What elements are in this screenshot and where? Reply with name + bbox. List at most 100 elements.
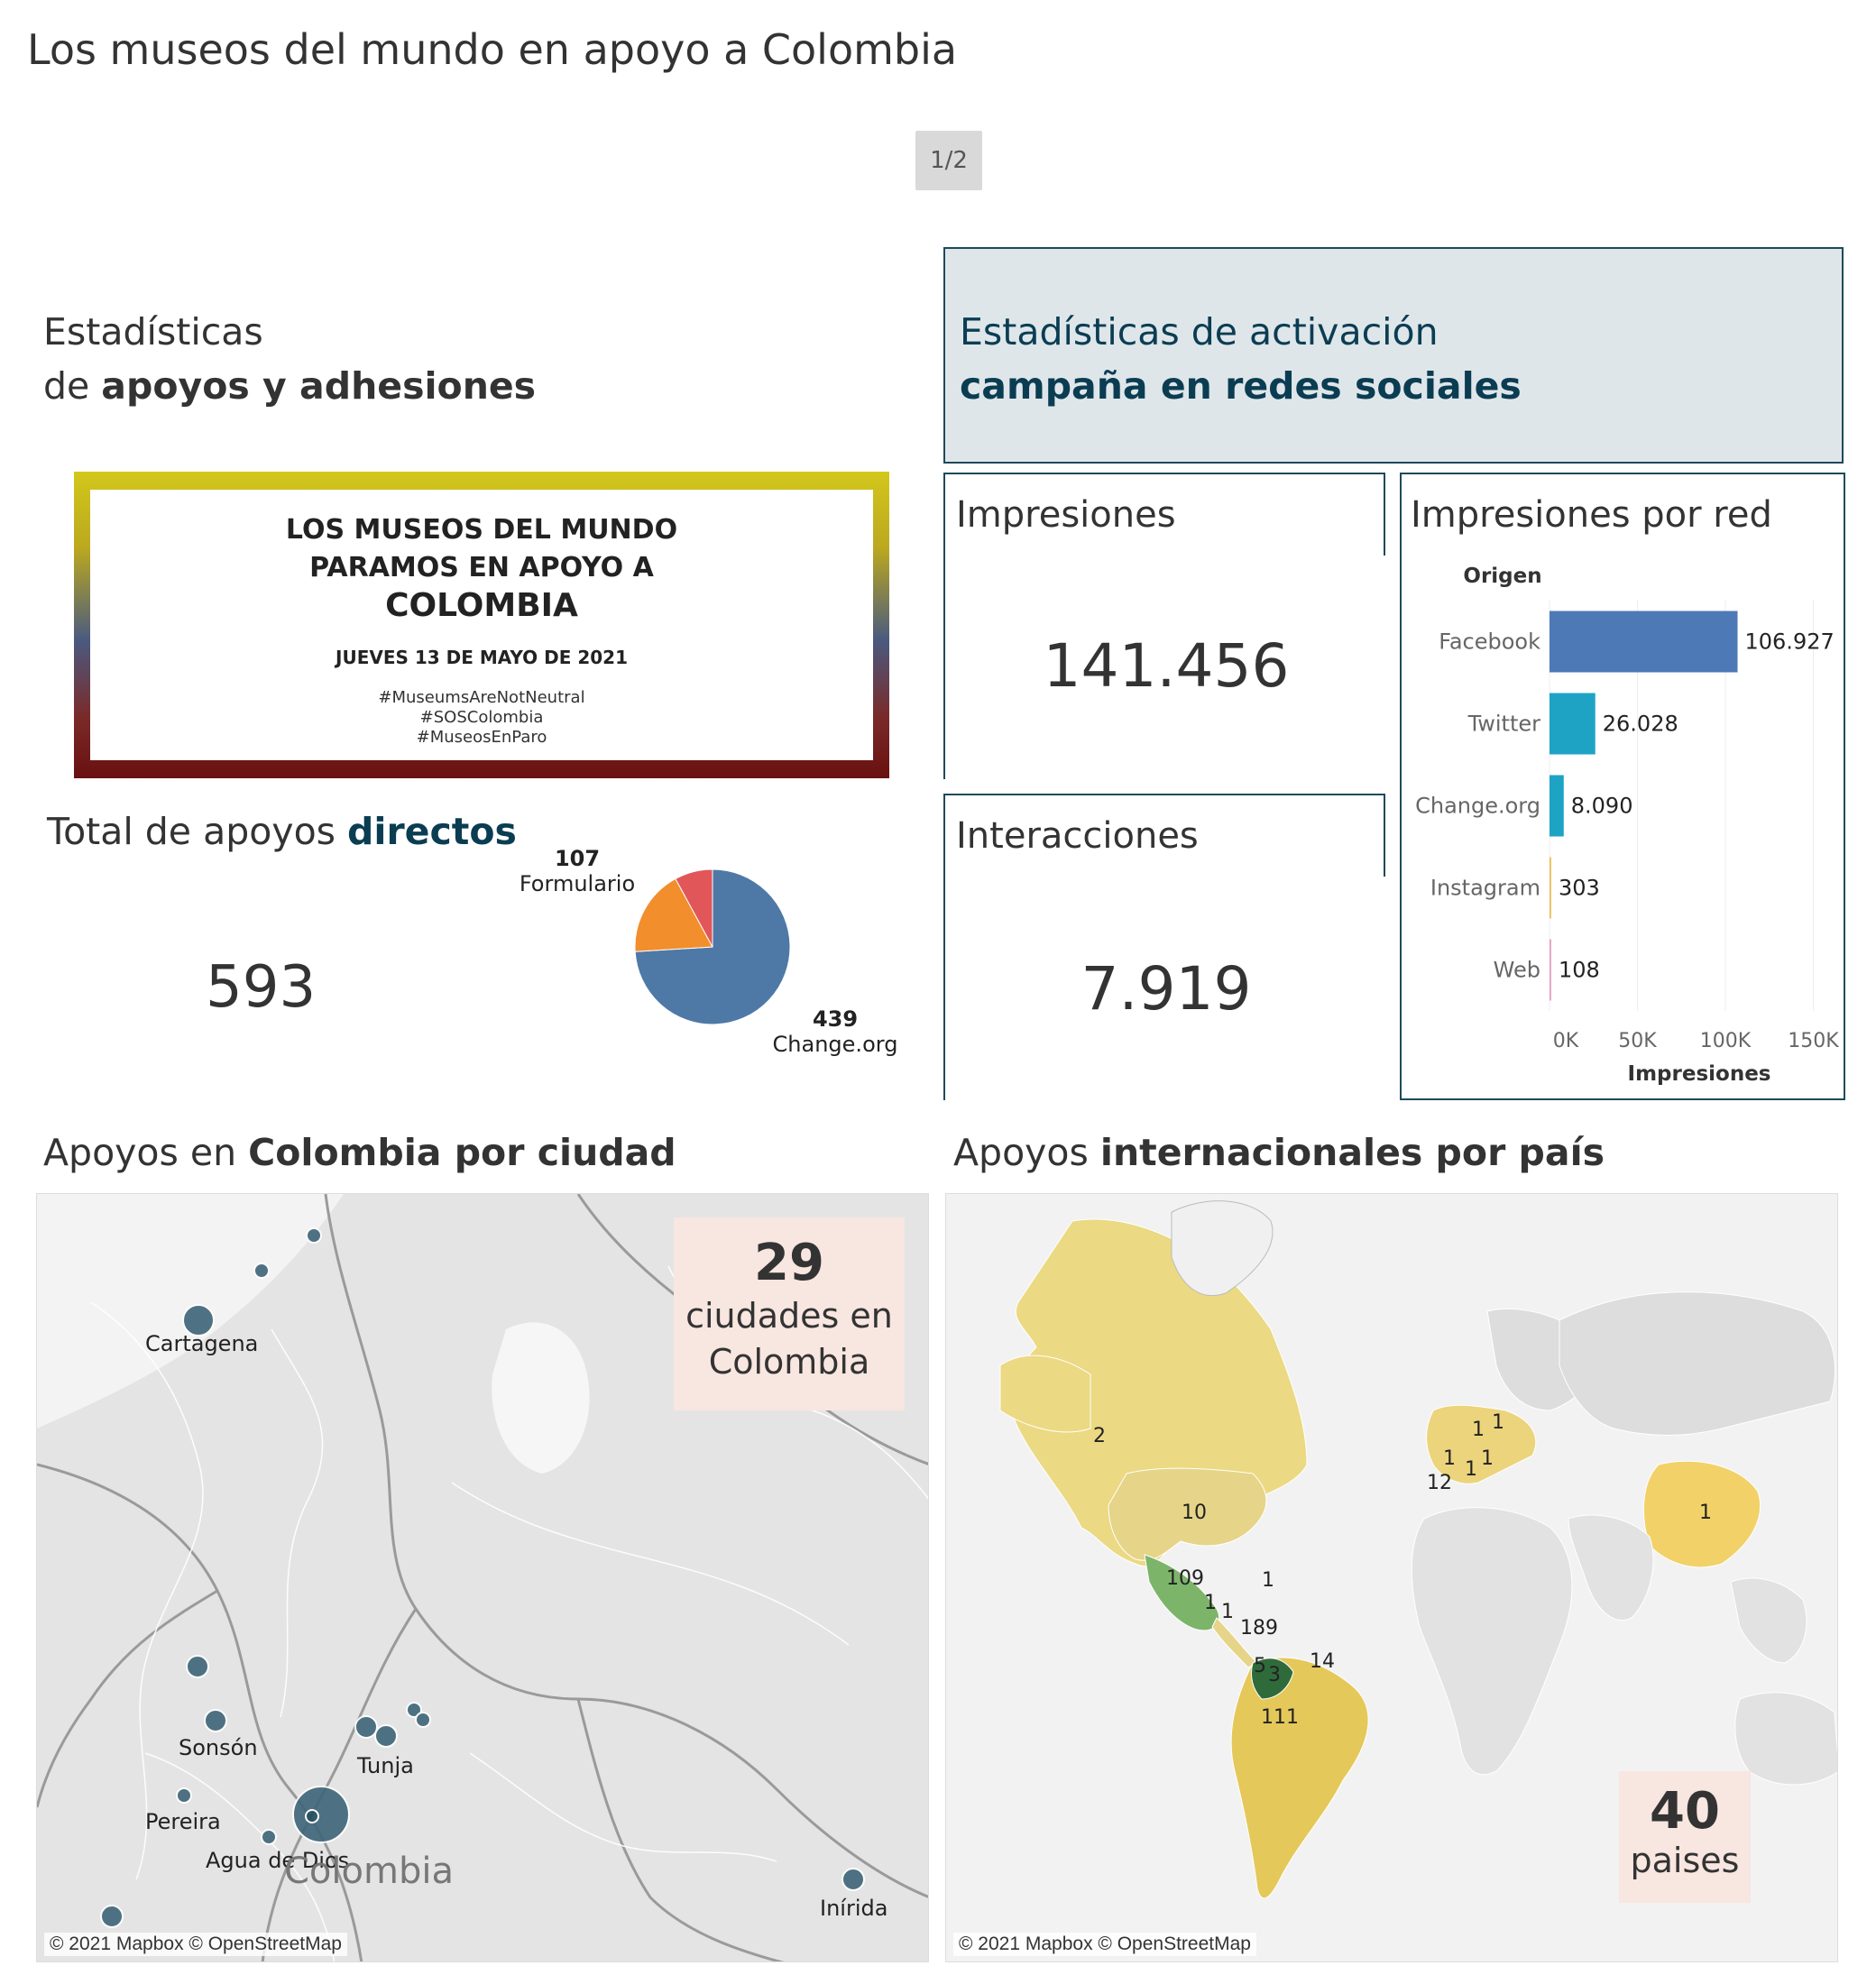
countries-count-label: paises	[1630, 1841, 1740, 1880]
bar-chart-category-label: Change.org	[1415, 794, 1540, 819]
country-count-label: 5	[1254, 1655, 1266, 1677]
directos-title-pre: Total de apoyos	[47, 810, 348, 853]
pie-slice-formulario[interactable]	[634, 877, 713, 952]
country-count-label: 14	[1310, 1650, 1335, 1673]
cities-count-line2: Colombia	[708, 1342, 870, 1382]
directos-total: 593	[206, 954, 317, 1021]
city-bubble[interactable]	[305, 1809, 319, 1823]
country-count-label: 1	[1262, 1569, 1274, 1592]
directos-title-bold: directos	[347, 810, 517, 853]
city-bubble[interactable]	[100, 1905, 124, 1928]
city-bubble[interactable]	[374, 1724, 398, 1748]
country-count-label: 10	[1182, 1502, 1207, 1524]
stats-header-pre: de	[43, 364, 102, 408]
bar-chart-category-label: Twitter	[1467, 712, 1541, 737]
stats-header-line2: de apoyos y adhesiones	[43, 359, 536, 413]
middle-east	[1568, 1514, 1654, 1621]
southeast-asia	[1730, 1577, 1807, 1664]
bar-chart-category-label: Web	[1494, 958, 1540, 983]
bar-value-label: 106.927	[1745, 629, 1835, 655]
pie-label-change: 439 Change.org	[763, 1006, 907, 1057]
bar-chart: Origen 0K 50K 100K 150K Facebook 106.927 Twitt…	[1415, 565, 1839, 1086]
poster-date: JUEVES 13 DE MAYO DE 2021	[336, 647, 628, 668]
bar-chart-legend-title: Origen	[1463, 565, 1541, 588]
stats-header: Estadísticas de apoyos y adhesiones	[43, 305, 536, 413]
impresiones-panel: Impresiones 141.456	[943, 473, 1385, 779]
stats-header-line1: Estadísticas	[43, 310, 263, 354]
social-header-box: Estadísticas de activación campaña en re…	[943, 247, 1844, 464]
pie-slice-other[interactable]	[675, 868, 713, 948]
bar-value-label: 108	[1559, 958, 1600, 983]
bar-changeorg[interactable]	[1550, 775, 1564, 837]
city-bubble[interactable]	[306, 1227, 322, 1244]
poster-tag: #MuseumsAreNotNeutral	[378, 688, 585, 707]
south-america[interactable]	[1230, 1657, 1369, 1899]
bar-chart-category-label: Facebook	[1439, 629, 1540, 655]
map-attribution[interactable]: © 2021 Mapbox © OpenStreetMap	[953, 1933, 1256, 1956]
colombia-country[interactable]	[1250, 1658, 1294, 1700]
australia	[1734, 1692, 1837, 1786]
world-map-base: 2 10 109 1 1 1 189 5 3 14 111 1 1 1 1 12…	[999, 1200, 1837, 1899]
country-count-label: 1	[1221, 1601, 1234, 1623]
country-count-label: 2	[1093, 1425, 1106, 1447]
social-header-line2: campaña en redes sociales	[960, 364, 1522, 408]
city-bubble[interactable]	[406, 1702, 422, 1718]
city-bubble[interactable]	[253, 1263, 270, 1279]
city-label: Agua de Dios	[206, 1848, 350, 1873]
poster-hashtags: #MuseumsAreNotNeutral #SOSColombia #Muse…	[90, 688, 873, 748]
bar-facebook[interactable]	[1550, 611, 1738, 673]
poster-line1: LOS MUSEOS DEL MUNDO	[285, 514, 678, 546]
asia	[1559, 1291, 1836, 1436]
china[interactable]	[1642, 1460, 1761, 1568]
colombia-map[interactable]: Cartagena Sonsón Tunja Pereira Agua de D…	[36, 1193, 929, 1962]
pie-chart	[634, 868, 791, 1025]
country-count-label: 1	[1481, 1447, 1494, 1470]
world-map-title-bold: internacionales por país	[1099, 1131, 1605, 1174]
bar-web[interactable]	[1550, 939, 1551, 1001]
city-bubble[interactable]	[415, 1712, 431, 1728]
country-count-label: 12	[1427, 1472, 1452, 1494]
city-bubble[interactable]	[204, 1709, 227, 1732]
world-map-title-pre: Apoyos	[953, 1131, 1100, 1174]
colombia-map-title: Apoyos en Colombia por ciudad	[43, 1125, 676, 1180]
city-bubble[interactable]	[182, 1304, 215, 1336]
bar-value-label: 26.028	[1603, 712, 1678, 737]
country-count-label: 3	[1268, 1664, 1281, 1686]
city-bubble[interactable]	[186, 1655, 209, 1678]
poster-heading: LOS MUSEOS DEL MUNDO PARAMOS EN APOYO A …	[90, 511, 873, 625]
bar-instagram[interactable]	[1550, 857, 1551, 919]
cities-count-box: 29 ciudades en Colombia	[674, 1217, 905, 1410]
stats-header-bold: apoyos y adhesiones	[101, 364, 537, 408]
africa	[1411, 1507, 1573, 1776]
city-bubble[interactable]	[261, 1829, 277, 1845]
alaska[interactable]	[999, 1355, 1091, 1433]
countries-count-box: 40 paises	[1619, 1771, 1751, 1903]
country-count-label: 109	[1166, 1567, 1204, 1590]
bar-chart-category-label: Instagram	[1430, 876, 1540, 901]
bar-twitter[interactable]	[1550, 693, 1596, 755]
interacciones-panel: Interacciones 7.919	[943, 794, 1385, 1100]
usa[interactable]	[1108, 1467, 1267, 1561]
map-attribution[interactable]: © 2021 Mapbox © OpenStreetMap	[44, 1933, 347, 1956]
city-label: Sonsón	[179, 1735, 258, 1760]
directos-title: Total de apoyos directos	[47, 804, 517, 859]
city-bubble[interactable]	[841, 1868, 865, 1891]
greenland	[1171, 1200, 1274, 1297]
city-bubble[interactable]	[354, 1715, 378, 1739]
city-bubble[interactable]	[176, 1787, 192, 1804]
social-header: Estadísticas de activación campaña en re…	[960, 305, 1522, 413]
colombia-map-title-pre: Apoyos en	[43, 1131, 249, 1174]
pager-button[interactable]: 1/2	[915, 131, 982, 190]
europe-support[interactable]	[1426, 1404, 1537, 1484]
country-count-label: 1	[1465, 1458, 1477, 1481]
pie-label-change-name: Change.org	[772, 1032, 898, 1057]
poster-tag: #MuseosEnParo	[416, 728, 547, 747]
world-map[interactable]: 2 10 109 1 1 1 189 5 3 14 111 1 1 1 1 12…	[945, 1193, 1838, 1962]
pie-label-change-value: 439	[812, 1006, 859, 1032]
interacciones-title: Interacciones	[956, 815, 1199, 857]
city-label: Inírida	[820, 1896, 888, 1921]
city-bubble[interactable]	[292, 1786, 350, 1843]
city-label: Pereira	[145, 1809, 221, 1834]
pie-label-formulario: 107 Formulario	[505, 846, 649, 896]
bar-chart-x-tick: 0K	[1553, 1030, 1579, 1052]
